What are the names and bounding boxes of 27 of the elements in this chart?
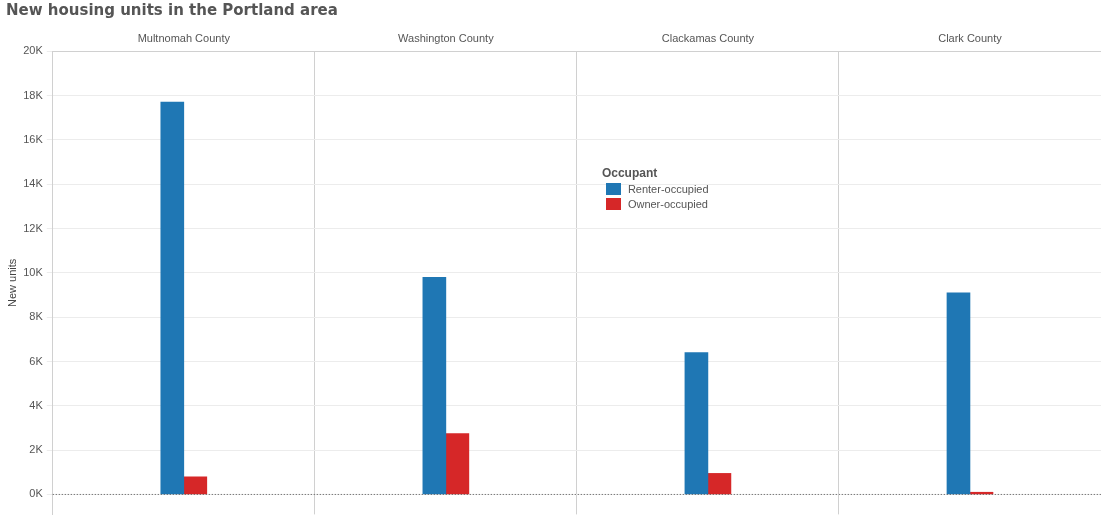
y-tick-label: 16K xyxy=(23,132,44,145)
bar xyxy=(946,292,971,495)
y-tick-label: 8K xyxy=(29,310,44,323)
y-tick-label: 18K xyxy=(23,88,44,101)
x-tick-label: Washington County xyxy=(398,31,495,44)
x-tick-label: Clark County xyxy=(938,31,1003,44)
chart-title: New housing units in the Portland area xyxy=(6,0,338,19)
y-tick-label: 14K xyxy=(23,177,44,190)
bar xyxy=(445,433,470,495)
x-tick-label: Multnomah County xyxy=(137,31,231,44)
bar xyxy=(422,276,447,495)
y-tick-label: 12K xyxy=(23,221,44,234)
x-tick-label: Clackamas County xyxy=(661,31,755,44)
y-tick-label: 0K xyxy=(29,487,44,500)
y-tick-label: 6K xyxy=(29,354,44,367)
y-tick-label: 4K xyxy=(29,398,44,411)
bar xyxy=(183,476,208,495)
legend-title: Occupant xyxy=(601,166,659,181)
y-tick-label: 10K xyxy=(23,265,44,278)
y-tick-label: 20K xyxy=(23,44,44,57)
bar xyxy=(707,473,732,495)
legend-label: Renter-occupied xyxy=(627,183,709,196)
bar xyxy=(160,101,185,495)
legend-label: Owner-occupied xyxy=(627,198,708,211)
y-tick-label: 2K xyxy=(29,443,44,456)
y-axis-title: New units xyxy=(5,258,18,307)
bar xyxy=(684,352,709,495)
